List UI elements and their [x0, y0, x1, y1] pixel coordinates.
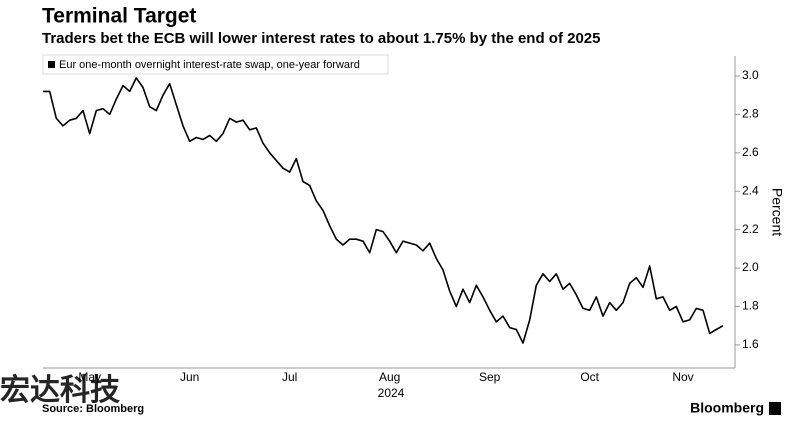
y-tick-label: 1.6	[742, 337, 759, 351]
y-tick-label: 2.6	[742, 145, 759, 159]
brand-icon	[769, 402, 781, 415]
watermark: 宏达科技	[0, 373, 120, 407]
chart-subtitle: Traders bet the ECB will lower interest …	[42, 30, 601, 47]
x-tick-label: Jun	[180, 370, 199, 384]
y-tick-label: 2.0	[742, 260, 759, 274]
x-tick-label: May	[78, 370, 101, 384]
x-tick-label: Nov	[672, 370, 693, 384]
x-tick-label: Oct	[580, 370, 599, 384]
year-label: 2024	[378, 386, 405, 400]
brand: Bloomberg	[690, 400, 764, 416]
x-tick-label: Aug	[379, 370, 400, 384]
source: Source: Bloomberg	[42, 403, 144, 415]
legend-swatch	[48, 61, 55, 68]
x-tick-label: Jul	[282, 370, 297, 384]
y-tick-label: 2.2	[742, 222, 759, 236]
y-tick-label: 2.8	[742, 107, 759, 121]
y-tick-label: 3.0	[742, 68, 759, 82]
y-tick-label: 1.8	[742, 299, 759, 313]
chart-title: Terminal Target	[42, 5, 196, 28]
y-tick-label: 2.4	[742, 183, 759, 197]
legend-box	[42, 54, 389, 75]
legend-label: Eur one-month overnight interest-rate sw…	[59, 59, 360, 71]
data-line	[43, 77, 724, 344]
x-tick-label: Sep	[479, 370, 501, 384]
y-axis-label: Percent	[769, 188, 785, 236]
